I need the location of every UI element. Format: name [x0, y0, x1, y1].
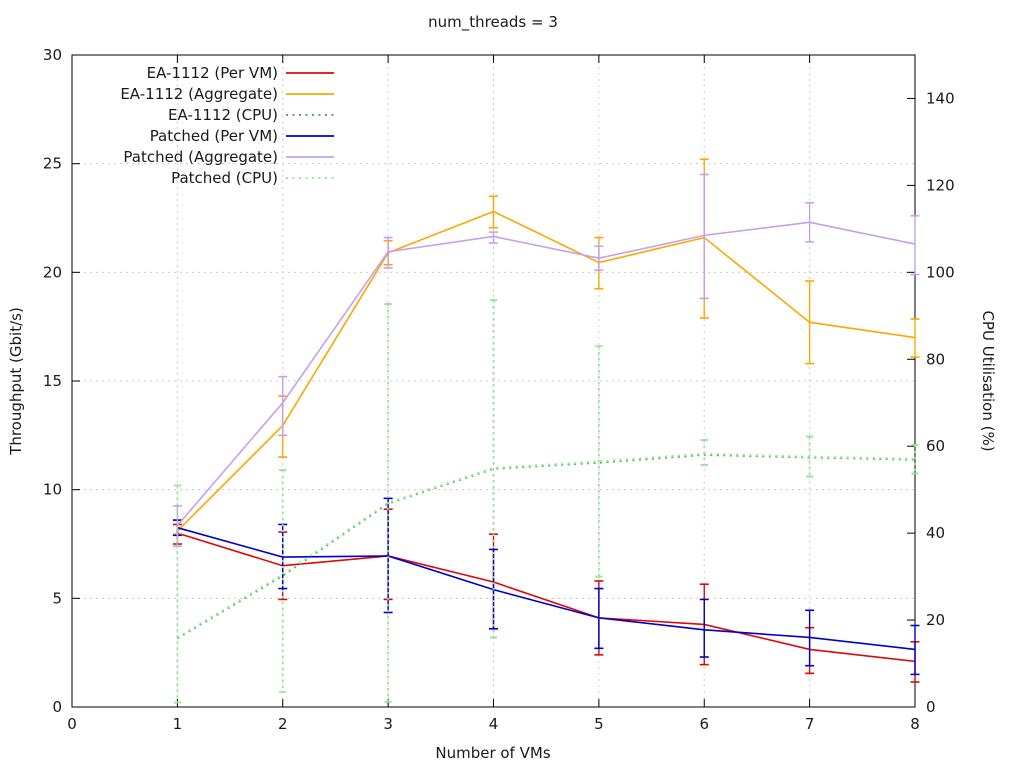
- legend: EA-1112 (Per VM) EA-1112 (Aggregate) EA-11…: [120, 64, 334, 187]
- x-tick-label: 8: [910, 715, 920, 733]
- y2-tick-label: 120: [926, 176, 955, 194]
- x-tick-label: 0: [67, 715, 77, 733]
- legend-item-patched-cpu: Patched (CPU): [171, 169, 334, 187]
- y2-tick-label: 140: [926, 89, 955, 107]
- x-tick-label: 1: [173, 715, 183, 733]
- y-tick-label: 15: [43, 372, 62, 390]
- legend-label: Patched (Per VM): [150, 127, 278, 145]
- y-tick-label: 25: [43, 155, 62, 173]
- series-line-ea-1112-aggregate: [176, 210, 916, 532]
- legend-item-ea-1112-per-vm: EA-1112 (Per VM): [147, 64, 334, 82]
- y2-axis-label: CPU Utilisation (%): [979, 310, 997, 452]
- legend-label: Patched (Aggregate): [123, 148, 278, 166]
- y2-tick-label: 100: [926, 263, 955, 281]
- series-line-patched-aggregate: [176, 221, 916, 527]
- series-patched-aggregate: [172, 173, 920, 547]
- legend-label: Patched (CPU): [171, 169, 278, 187]
- legend-item-ea-1112-aggregate: EA-1112 (Aggregate): [120, 85, 334, 103]
- y2-tick-label: 0: [926, 698, 936, 716]
- y2-tick-label: 80: [926, 350, 945, 368]
- series-patched-cpu: [173, 299, 919, 704]
- x-tick-label: 7: [805, 715, 815, 733]
- y2-tick-label: 40: [926, 524, 945, 542]
- y2-tick-label: 60: [926, 437, 945, 455]
- legend-item-patched-aggregate: Patched (Aggregate): [123, 148, 334, 166]
- y-tick-label: 5: [52, 589, 62, 607]
- legend-item-ea-1112-cpu: EA-1112 (CPU): [168, 106, 334, 124]
- chart-title: num_threads = 3: [428, 13, 558, 31]
- y-tick-label: 20: [43, 263, 62, 281]
- y-tick-label: 30: [43, 46, 62, 64]
- x-axis-label: Number of VMs: [435, 744, 551, 762]
- y-tick-label: 0: [52, 698, 62, 716]
- series-ea-1112-aggregate: [172, 158, 920, 536]
- series-line-ea-1112-per-vm: [177, 532, 916, 663]
- x-tick-label: 6: [699, 715, 709, 733]
- y2-tick-label: 20: [926, 611, 945, 629]
- legend-label: EA-1112 (CPU): [168, 106, 278, 124]
- series-line-patched-per-vm: [177, 526, 916, 651]
- series-patched-per-vm: [172, 497, 920, 676]
- series-ea-1112-per-vm: [172, 508, 920, 683]
- x-tick-label: 2: [278, 715, 288, 733]
- legend-label: EA-1112 (Per VM): [147, 64, 278, 82]
- series-ea-1112-cpu: [173, 299, 919, 704]
- legend-label: EA-1112 (Aggregate): [120, 85, 278, 103]
- legend-item-patched-per-vm: Patched (Per VM): [150, 127, 334, 145]
- y-tick-label: 10: [43, 481, 62, 499]
- x-tick-label: 5: [594, 715, 604, 733]
- x-tick-label: 4: [489, 715, 499, 733]
- y-axis-label: Throughput (Gbit/s): [7, 307, 25, 455]
- x-tick-label: 3: [383, 715, 393, 733]
- series-line-patched-cpu: [176, 452, 916, 639]
- series-line-ea-1112-cpu: [176, 453, 916, 640]
